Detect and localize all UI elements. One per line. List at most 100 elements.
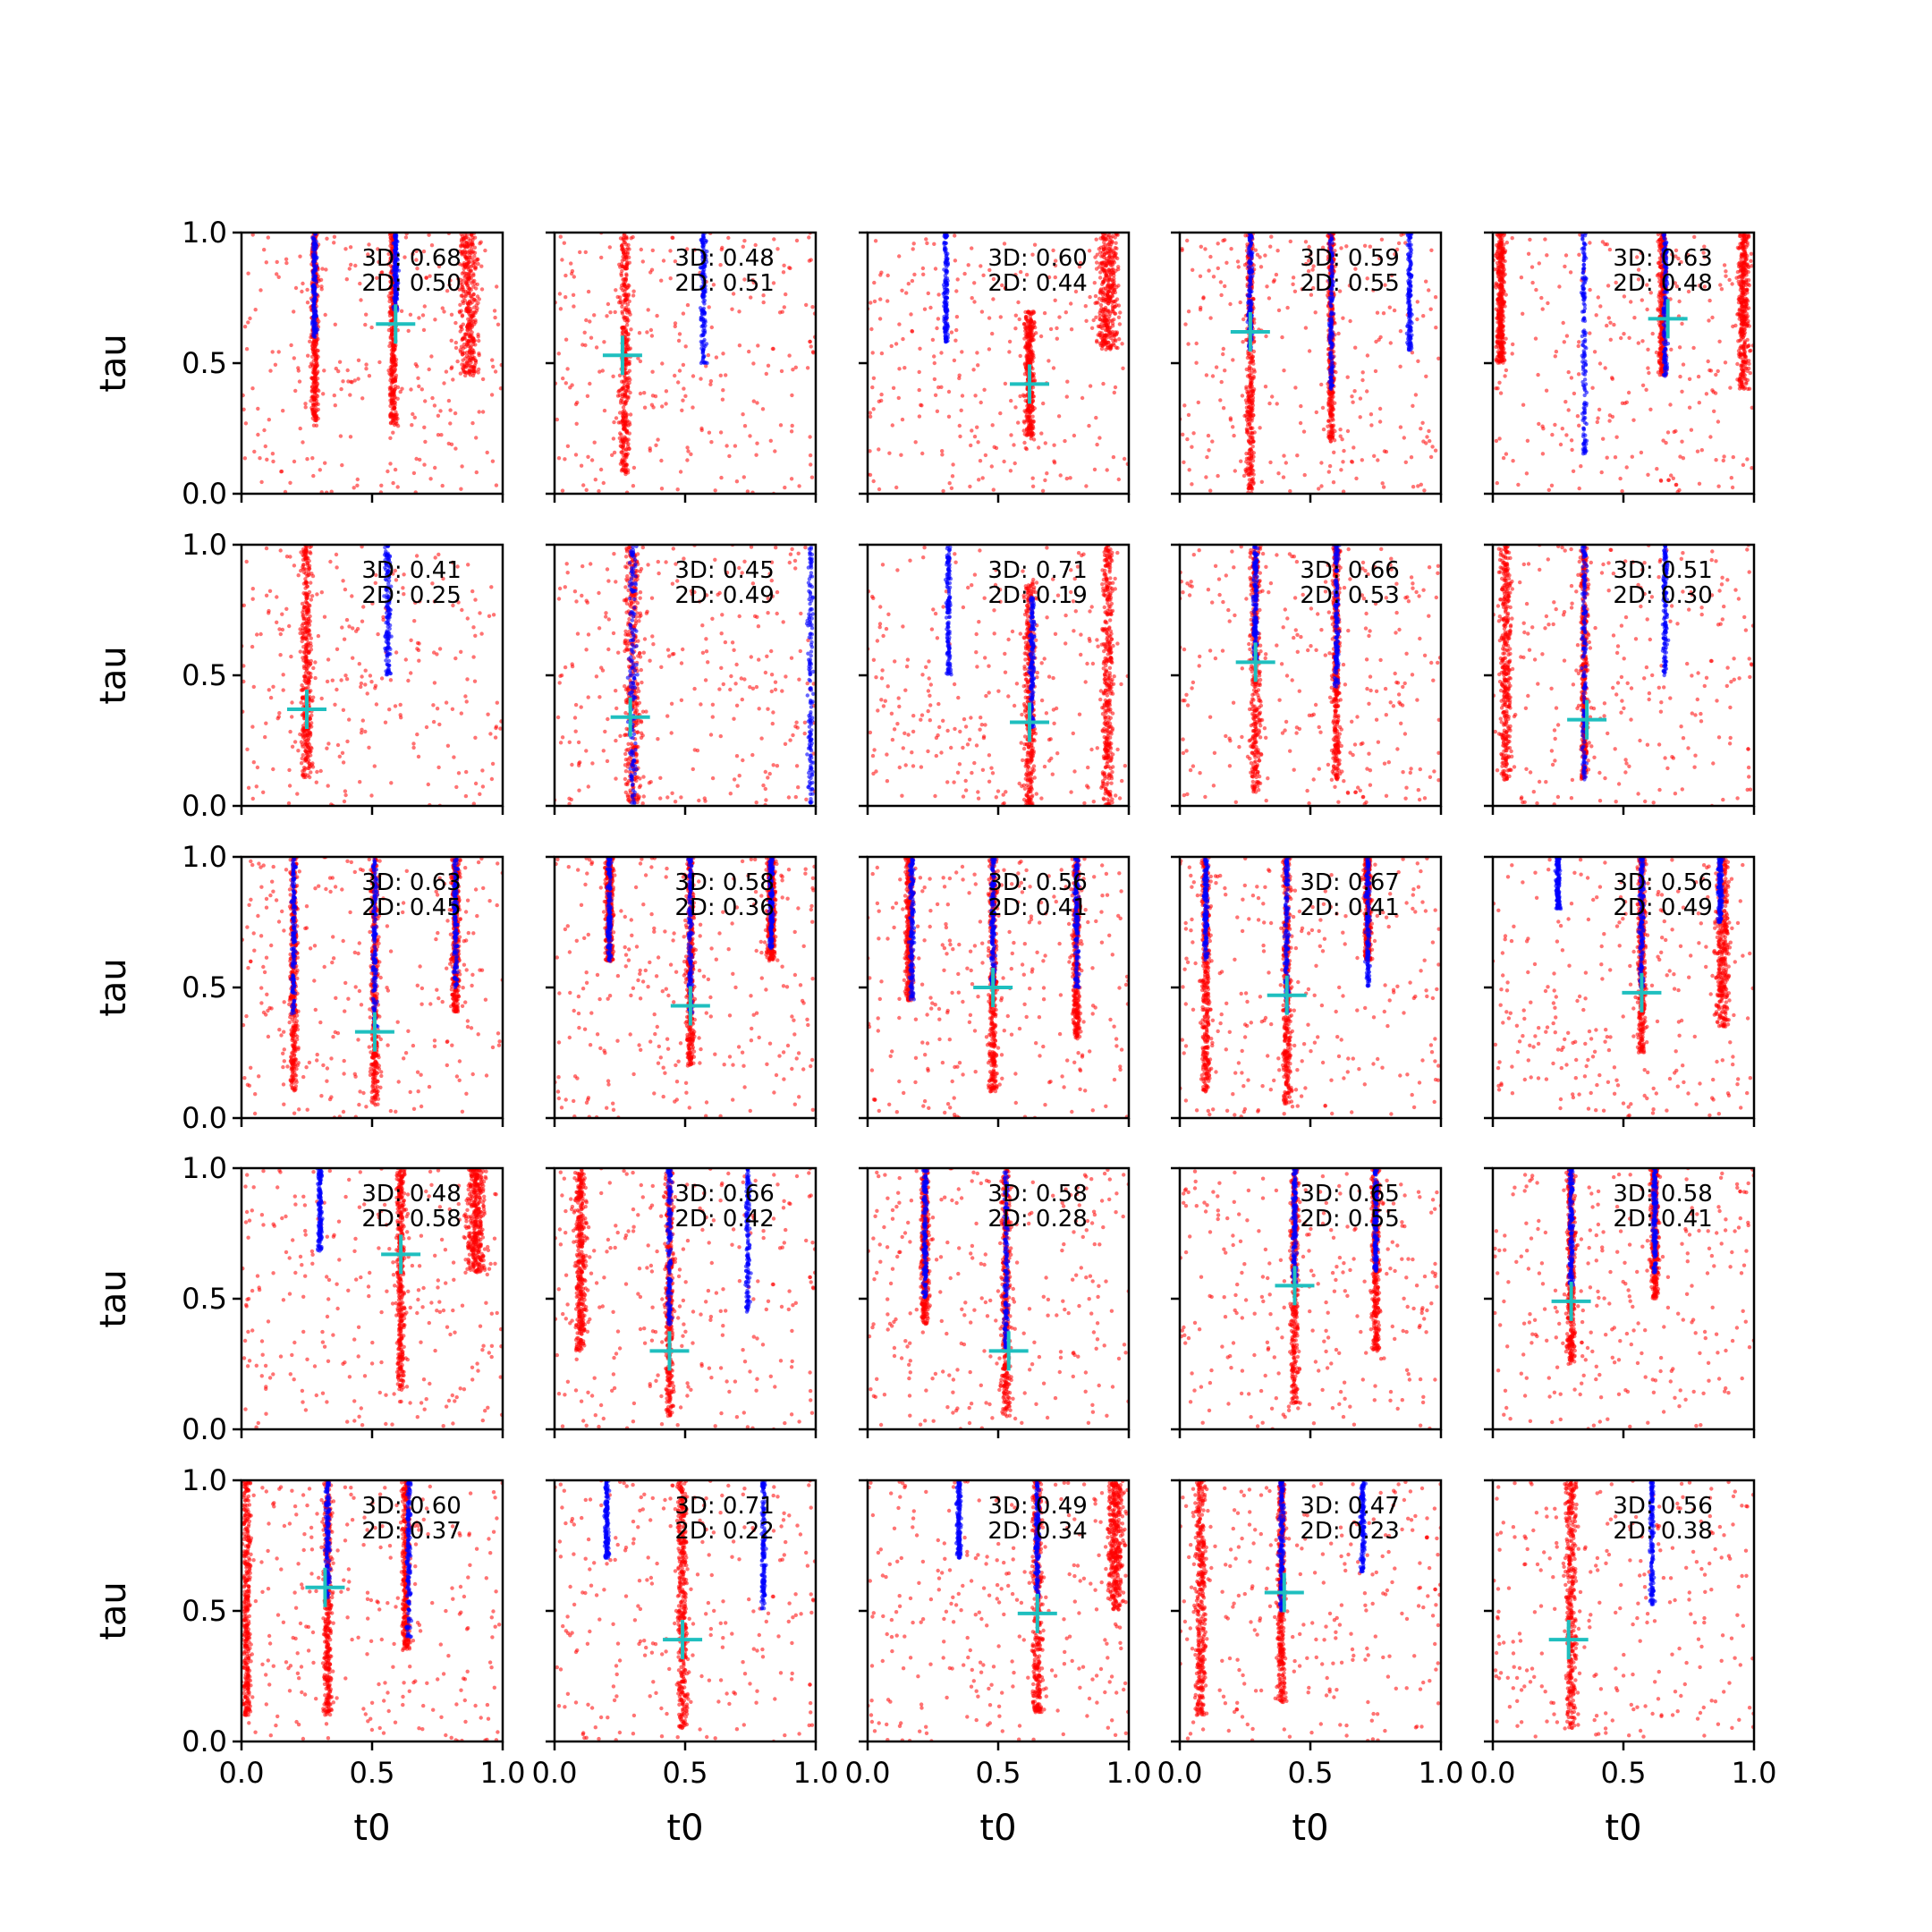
point-blue [942, 247, 947, 251]
point-red [1030, 476, 1035, 480]
point-red [1208, 254, 1213, 259]
point-red [1250, 380, 1254, 385]
point-red [565, 444, 571, 448]
point-red [1064, 394, 1070, 399]
point-red [1415, 317, 1419, 322]
point-red [1108, 272, 1114, 276]
point-red [957, 376, 962, 381]
point-red [1223, 284, 1227, 289]
point-red [471, 319, 476, 324]
point-red [485, 450, 489, 455]
point-red [1368, 244, 1373, 249]
point-red [784, 292, 788, 297]
point-red [598, 467, 604, 472]
point-red [449, 312, 454, 317]
point-red [904, 291, 909, 295]
point-red [1300, 287, 1304, 292]
point-red [1326, 429, 1332, 434]
point-red [1196, 400, 1201, 405]
point-red [462, 287, 466, 292]
point-red [1031, 310, 1037, 315]
point-red [966, 263, 970, 267]
point-red [389, 411, 394, 416]
point-red [1272, 278, 1277, 283]
point-red [724, 444, 729, 448]
point-blue [314, 242, 318, 247]
point-red [1411, 403, 1415, 408]
point-red [1030, 419, 1036, 423]
point-red [622, 277, 626, 282]
point-red [1342, 448, 1346, 453]
point-red [273, 362, 278, 367]
point-red [987, 316, 992, 320]
point-red [364, 362, 369, 367]
point-red [1108, 346, 1113, 351]
point-red [960, 350, 964, 354]
point-red [1275, 402, 1279, 406]
point-red [1116, 303, 1122, 308]
point-red [747, 349, 751, 354]
point-red [1039, 431, 1044, 436]
point-red [300, 289, 304, 294]
point-red [597, 369, 602, 374]
point-red [1379, 237, 1385, 242]
point-red [1018, 394, 1022, 399]
point-red [721, 352, 725, 356]
point-red [1246, 456, 1251, 461]
point-red [1211, 275, 1216, 279]
point-red [1295, 453, 1300, 458]
point-red [877, 317, 883, 321]
point-red [1032, 242, 1038, 247]
point-blue [311, 307, 316, 311]
point-red [495, 284, 499, 289]
point-red [565, 367, 570, 371]
point-red [332, 241, 336, 245]
point-red [918, 346, 922, 351]
point-red [448, 421, 453, 426]
point-red [638, 391, 643, 396]
point-red [650, 369, 655, 374]
point-red [298, 426, 302, 431]
point-red [1194, 341, 1199, 346]
point-red [673, 324, 677, 329]
point-red [556, 352, 561, 356]
point-red [879, 270, 884, 275]
point-red [496, 322, 501, 326]
point-red [275, 272, 279, 276]
point-red [979, 309, 985, 314]
point-red [386, 369, 391, 373]
point-red [920, 266, 926, 271]
point-red [358, 281, 362, 286]
point-red [264, 260, 268, 265]
point-red [1102, 236, 1106, 242]
point-red [704, 364, 708, 369]
point-red [468, 345, 473, 350]
point-red [917, 414, 922, 419]
point-red [1345, 375, 1350, 379]
point-red [1326, 419, 1331, 423]
point-red [1224, 260, 1229, 265]
point-red [427, 233, 431, 237]
point-red [1183, 322, 1188, 326]
point-red [1247, 478, 1252, 482]
point-red [664, 389, 669, 394]
point-red [676, 380, 681, 385]
point-red [462, 263, 466, 267]
point-red [377, 259, 381, 265]
point-red [421, 249, 427, 254]
point-red [925, 241, 929, 246]
point-blue [393, 287, 397, 292]
point-red [939, 351, 944, 355]
point-red [648, 446, 652, 451]
point-red [461, 322, 465, 326]
point-blue [1249, 269, 1253, 274]
point-red [412, 415, 417, 419]
point-red [624, 272, 629, 276]
point-red [1255, 252, 1260, 257]
point-blue [1249, 243, 1253, 249]
point-red [422, 462, 427, 467]
point-red [417, 384, 421, 389]
point-red [1311, 264, 1316, 268]
point-red [1117, 337, 1122, 342]
